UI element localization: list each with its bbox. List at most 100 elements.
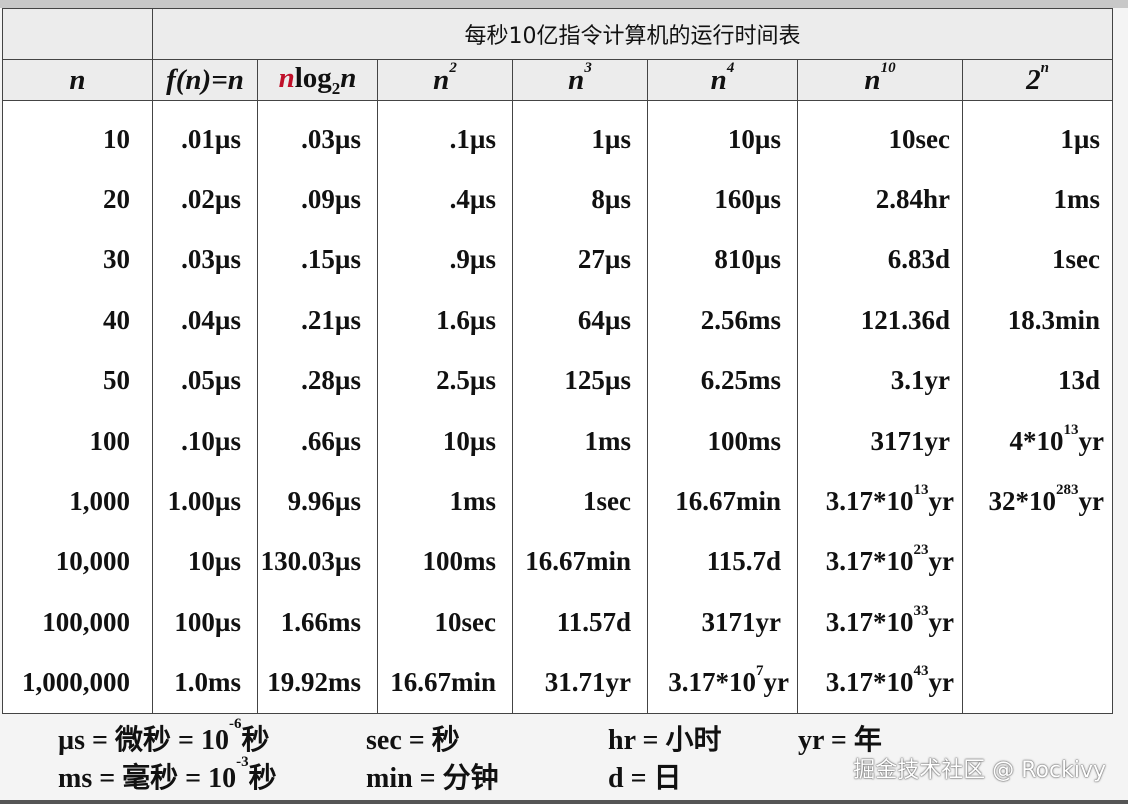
time-cell: .03µs bbox=[152, 229, 258, 291]
time-cell: 1.6µs bbox=[377, 290, 513, 351]
n-value-cell: 100 bbox=[2, 410, 153, 472]
time-cell: 3.17*1043yr bbox=[797, 652, 963, 714]
time-cell: 1µs bbox=[512, 100, 648, 170]
time-cell: .9µs bbox=[377, 229, 513, 291]
time-cell: .05µs bbox=[152, 350, 258, 411]
time-cell: 2.84hr bbox=[797, 169, 963, 230]
n-value-cell: 20 bbox=[2, 169, 153, 230]
time-cell: .04µs bbox=[152, 290, 258, 351]
superscript: 4 bbox=[726, 59, 735, 76]
time-cell: 160µs bbox=[647, 169, 798, 230]
column-header: nlog2n bbox=[257, 59, 378, 101]
watermark: 掘金技术社区 @ Rockivy bbox=[853, 758, 1106, 783]
time-cell: 3171yr bbox=[797, 410, 963, 472]
time-cell: 9.96µs bbox=[257, 471, 378, 532]
time-cell: 13d bbox=[962, 350, 1113, 411]
n-value-cell: 1,000 bbox=[2, 471, 153, 532]
time-cell: 1sec bbox=[962, 229, 1113, 291]
column-header: n2 bbox=[377, 59, 513, 101]
time-cell: 3.17*107yr bbox=[647, 652, 798, 714]
time-cell: .28µs bbox=[257, 350, 378, 411]
table-row: 100.10µs .66µs 10µs 1ms 100ms 3171yr 4*1013yr bbox=[2, 410, 1113, 472]
table-row: 40.04µs .21µs 1.6µs 64µs 2.56ms 121.36d 18.3mi… bbox=[2, 290, 1113, 351]
time-cell: 6.25ms bbox=[647, 350, 798, 411]
superscript: -6 bbox=[228, 716, 242, 732]
time-cell: 130.03µs bbox=[257, 531, 378, 593]
time-cell: .01µs bbox=[152, 100, 258, 170]
time-cell: 18.3min bbox=[962, 290, 1113, 351]
legend-item: sec = 秒 bbox=[366, 725, 460, 756]
time-cell: .1µs bbox=[377, 100, 513, 170]
time-cell: 16.67min bbox=[647, 471, 798, 532]
time-cell: 3.17*1013yr bbox=[797, 471, 963, 532]
time-cell: 100ms bbox=[647, 410, 798, 472]
legend-item: hr = 小时 bbox=[608, 725, 722, 756]
table-body: 10.01µs .03µs .1µs 1µs 10µs 10sec 1µs 20.02µs .0… bbox=[2, 100, 1113, 714]
time-cell: 10µs bbox=[152, 531, 258, 593]
time-cell: 32*10283yr bbox=[962, 471, 1113, 532]
time-cell: 3.1yr bbox=[797, 350, 963, 411]
time-cell: 100µs bbox=[152, 592, 258, 653]
time-cell: 121.36d bbox=[797, 290, 963, 351]
running-time-table: 每秒10亿指令计算机的运行时间表 n f(n)=n nlog2n n2 n3 n4 n10 2… bbox=[2, 8, 1113, 714]
time-cell: 100ms bbox=[377, 531, 513, 593]
time-cell: 2.5µs bbox=[377, 350, 513, 411]
time-cell: 1.66ms bbox=[257, 592, 378, 653]
time-cell bbox=[962, 592, 1113, 653]
time-cell: .66µs bbox=[257, 410, 378, 472]
time-cell: 1.00µs bbox=[152, 471, 258, 532]
table-row: 1,000,000 1.0ms 19.92ms 16.67min 31.71yr 3.17… bbox=[2, 652, 1113, 714]
header-row: n f(n)=n nlog2n n2 n3 n4 n10 2n bbox=[2, 59, 1113, 101]
time-cell: 10sec bbox=[377, 592, 513, 653]
table-row: 1,000 1.00µs 9.96µs 1ms 1sec 16.67min 3.17*101… bbox=[2, 471, 1113, 532]
column-header: n4 bbox=[647, 59, 798, 101]
n-value-cell: 1,000,000 bbox=[2, 652, 153, 714]
time-cell: 810µs bbox=[647, 229, 798, 291]
table-row: 10,000 10µs 130.03µs 100ms 16.67min 115.7d 3.1… bbox=[2, 531, 1113, 593]
time-cell: .03µs bbox=[257, 100, 378, 170]
time-cell: 11.57d bbox=[512, 592, 648, 653]
column-header: n3 bbox=[512, 59, 648, 101]
time-cell: 10sec bbox=[797, 100, 963, 170]
time-cell: .15µs bbox=[257, 229, 378, 291]
time-cell: .02µs bbox=[152, 169, 258, 230]
time-cell: .21µs bbox=[257, 290, 378, 351]
column-header: f(n)=n bbox=[152, 59, 258, 101]
time-cell: .10µs bbox=[152, 410, 258, 472]
superscript: 283 bbox=[1056, 482, 1079, 499]
time-cell: 125µs bbox=[512, 350, 648, 411]
superscript: -3 bbox=[236, 754, 249, 770]
superscript: 3 bbox=[584, 59, 592, 76]
column-header: n10 bbox=[797, 59, 963, 101]
time-cell: 4*1013yr bbox=[962, 410, 1113, 472]
time-cell: 16.67min bbox=[512, 531, 648, 593]
legend-item: d = 日 bbox=[608, 763, 682, 794]
table-row: 100,000 100µs 1.66ms 10sec 11.57d 3171yr 3.17*… bbox=[2, 592, 1113, 653]
window-bottom-bar bbox=[0, 800, 1128, 804]
table-row: 10.01µs .03µs .1µs 1µs 10µs 10sec 1µs bbox=[2, 100, 1113, 170]
table-row: 50.05µs .28µs 2.5µs 125µs 6.25ms 3.1yr 13d bbox=[2, 350, 1113, 411]
time-cell: .09µs bbox=[257, 169, 378, 230]
table-row: 30.03µs .15µs .9µs 27µs 810µs 6.83d 1sec bbox=[2, 229, 1113, 291]
superscript: 33 bbox=[913, 602, 929, 619]
time-cell: 1µs bbox=[962, 100, 1113, 170]
n-value-cell: 30 bbox=[2, 229, 153, 291]
column-header: 2n bbox=[962, 59, 1113, 101]
legend-item: min = 分钟 bbox=[366, 763, 499, 794]
time-cell: 1ms bbox=[512, 410, 648, 472]
time-cell: 1sec bbox=[512, 471, 648, 532]
legend-item: ms = 毫秒 = 10-3秒 bbox=[58, 754, 277, 794]
time-cell: 64µs bbox=[512, 290, 648, 351]
superscript: 43 bbox=[913, 663, 929, 680]
table-row: 20.02µs .09µs .4µs 8µs 160µs 2.84hr 1ms bbox=[2, 169, 1113, 230]
superscript: 2 bbox=[449, 59, 457, 76]
time-cell bbox=[962, 531, 1113, 593]
time-cell: 1ms bbox=[962, 169, 1113, 230]
n-value-cell: 10,000 bbox=[2, 531, 153, 593]
n-value-cell: 100,000 bbox=[2, 592, 153, 653]
superscript: 23 bbox=[913, 542, 929, 559]
legend-item: yr = 年 bbox=[798, 725, 882, 756]
superscript: 10 bbox=[880, 59, 896, 76]
time-cell: 1.0ms bbox=[152, 652, 258, 714]
time-cell: 3171yr bbox=[647, 592, 798, 653]
